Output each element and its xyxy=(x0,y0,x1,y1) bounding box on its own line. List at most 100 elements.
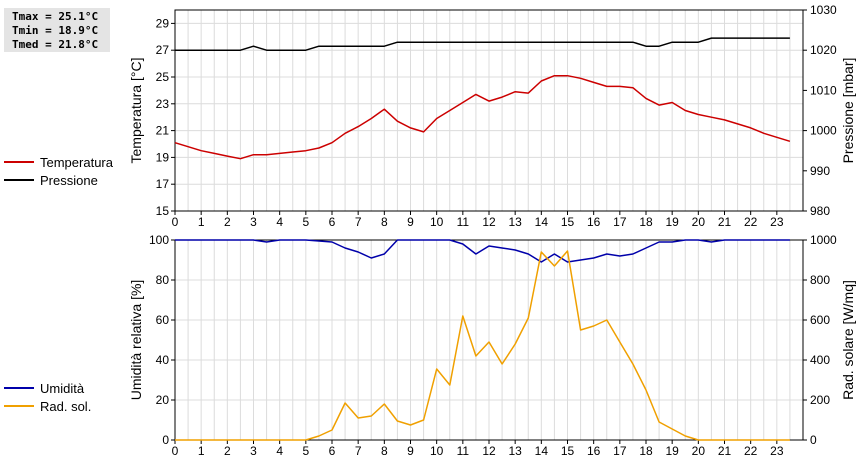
legend-item-umidita: Umidità xyxy=(4,379,91,397)
x-tick-label: 4 xyxy=(276,215,283,229)
series-line-pressione xyxy=(175,37,790,51)
x-tick-label: 5 xyxy=(302,444,309,458)
y-right-tick-label: 1030 xyxy=(810,3,837,17)
y-right-tick-label: 1000 xyxy=(810,124,837,138)
y-left-tick-label: 19 xyxy=(156,150,170,164)
x-tick-label: 5 xyxy=(302,215,309,229)
x-tick-label: 20 xyxy=(692,215,706,229)
x-tick-label: 21 xyxy=(718,215,732,229)
y-left-tick-label: 80 xyxy=(156,273,170,287)
y-right-tick-label: 990 xyxy=(810,164,830,178)
x-tick-label: 14 xyxy=(535,444,549,458)
temperature-pressure-panel: 0 1 2 3 4 5 6 7 8 9 10 11 12 13 14 15 16 17 18 19 20 21 22 2315… xyxy=(128,3,856,229)
x-tick-label: 11 xyxy=(457,215,470,229)
series-line-umidita xyxy=(175,239,790,263)
x-tick-label: 1 xyxy=(198,215,205,229)
y-left-tick-label: 29 xyxy=(156,16,170,30)
x-tick-label: 18 xyxy=(639,215,653,229)
legend-swatch-umidita xyxy=(4,387,34,389)
series-line-rad-sol xyxy=(175,250,790,441)
legend-label-umidita: Umidità xyxy=(40,380,85,396)
x-tick-label: 22 xyxy=(744,444,758,458)
legend-label-temperatura: Temperatura xyxy=(40,154,113,170)
x-tick-label: 10 xyxy=(430,444,444,458)
legend-label-pressione: Pressione xyxy=(40,172,98,188)
legend-item-temperatura: Temperatura xyxy=(4,153,113,171)
y-right-tick-label: 200 xyxy=(810,393,830,407)
x-tick-label: 16 xyxy=(587,215,601,229)
x-tick-label: 8 xyxy=(381,444,388,458)
humidity-radiation-panel: 0 1 2 3 4 5 6 7 8 9 10 11 12 13 14 15 16 17 18 19 20 21 22 2302… xyxy=(128,233,856,458)
x-tick-label: 2 xyxy=(224,215,231,229)
x-tick-label: 19 xyxy=(665,444,679,458)
legend-top: Temperatura Pressione xyxy=(4,153,113,189)
y-right-tick-label: 1020 xyxy=(810,43,837,57)
y-left-tick-label: 100 xyxy=(149,233,169,247)
x-tick-label: 11 xyxy=(457,444,470,458)
x-tick-label: 0 xyxy=(172,444,179,458)
y-right-axis-title: Rad. solare [W/mq] xyxy=(840,280,856,400)
x-tick-label: 0 xyxy=(172,215,179,229)
tmed-text: Tmed = 21.8°C xyxy=(12,38,99,51)
x-tick-label: 4 xyxy=(276,444,283,458)
x-tick-label: 8 xyxy=(381,215,388,229)
y-left-tick-label: 60 xyxy=(156,313,170,327)
x-tick-label: 9 xyxy=(407,215,414,229)
y-right-tick-label: 0 xyxy=(810,433,817,447)
x-tick-label: 19 xyxy=(665,215,679,229)
y-right-tick-label: 980 xyxy=(810,204,830,218)
x-tick-label: 21 xyxy=(718,444,732,458)
x-tick-label: 6 xyxy=(329,215,336,229)
legend-swatch-temperatura xyxy=(4,161,34,163)
y-right-tick-label: 800 xyxy=(810,273,830,287)
x-tick-label: 17 xyxy=(613,444,627,458)
series-line-temperatura xyxy=(174,74,791,160)
y-left-tick-label: 17 xyxy=(156,177,170,191)
legend-swatch-rad-sol xyxy=(4,405,34,407)
x-tick-label: 14 xyxy=(535,215,549,229)
legend-bottom: Umidità Rad. sol. xyxy=(4,379,91,415)
x-tick-label: 12 xyxy=(482,444,496,458)
x-tick-label: 7 xyxy=(355,215,362,229)
y-left-tick-label: 20 xyxy=(156,393,170,407)
x-tick-label: 23 xyxy=(770,444,784,458)
x-tick-label: 18 xyxy=(639,444,653,458)
x-tick-label: 2 xyxy=(224,444,231,458)
temperature-stats-box: Tmax = 25.1°C Tmin = 18.9°C Tmed = 21.8°… xyxy=(4,8,110,52)
y-left-tick-label: 0 xyxy=(162,433,169,447)
y-left-tick-label: 40 xyxy=(156,353,170,367)
x-tick-label: 15 xyxy=(561,215,575,229)
y-left-tick-label: 15 xyxy=(156,204,170,218)
x-tick-label: 3 xyxy=(250,215,257,229)
y-right-tick-label: 1000 xyxy=(810,233,837,247)
y-left-axis-title: Umidità relativa [%] xyxy=(128,280,144,401)
legend-item-rad-sol: Rad. sol. xyxy=(4,397,91,415)
x-tick-label: 1 xyxy=(198,444,205,458)
x-tick-label: 16 xyxy=(587,444,601,458)
y-left-axis-title: Temperatura [°C] xyxy=(128,58,144,164)
x-tick-label: 15 xyxy=(561,444,575,458)
x-tick-label: 13 xyxy=(508,215,522,229)
y-left-tick-label: 25 xyxy=(156,70,170,84)
x-tick-label: 13 xyxy=(508,444,522,458)
y-left-tick-label: 23 xyxy=(156,97,170,111)
x-tick-label: 20 xyxy=(692,444,706,458)
y-right-axis-title: Pressione [mbar] xyxy=(840,58,856,164)
x-tick-label: 23 xyxy=(770,215,784,229)
x-tick-label: 3 xyxy=(250,444,257,458)
x-tick-label: 22 xyxy=(744,215,758,229)
y-right-tick-label: 600 xyxy=(810,313,830,327)
y-right-tick-label: 400 xyxy=(810,353,830,367)
x-tick-label: 6 xyxy=(329,444,336,458)
legend-swatch-pressione xyxy=(4,179,34,181)
y-left-tick-label: 27 xyxy=(156,43,170,57)
y-right-tick-label: 1010 xyxy=(810,83,837,97)
legend-item-pressione: Pressione xyxy=(4,171,113,189)
tmax-text: Tmax = 25.1°C xyxy=(12,10,99,23)
x-tick-label: 12 xyxy=(482,215,496,229)
legend-label-rad-sol: Rad. sol. xyxy=(40,398,92,414)
x-tick-label: 10 xyxy=(430,215,444,229)
x-tick-label: 17 xyxy=(613,215,627,229)
tmin-text: Tmin = 18.9°C xyxy=(12,24,99,37)
